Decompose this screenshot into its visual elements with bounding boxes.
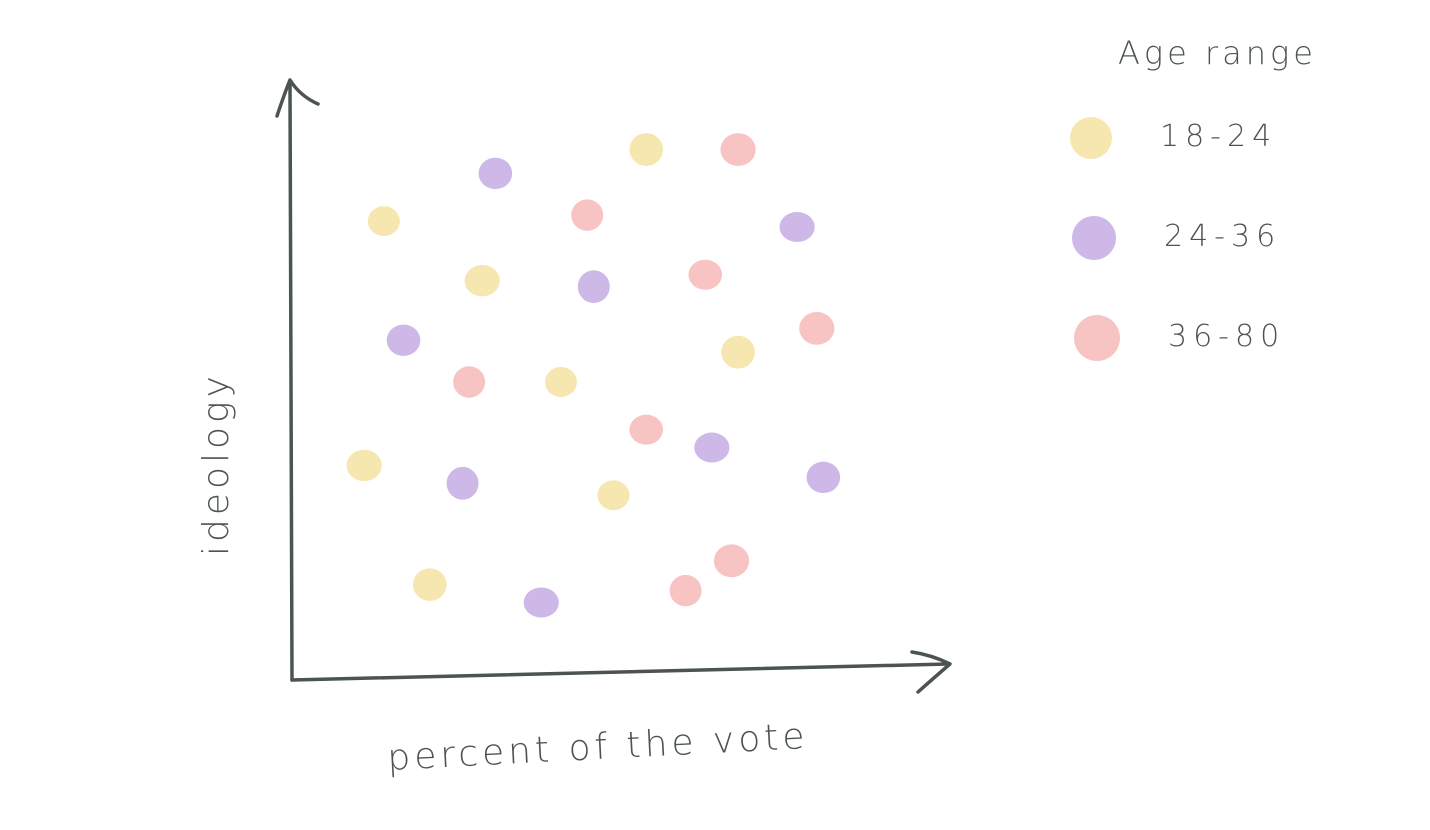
data-point xyxy=(597,480,630,511)
data-point xyxy=(412,568,447,602)
data-point xyxy=(721,335,755,369)
data-point xyxy=(478,157,513,190)
y-axis-arrowhead xyxy=(275,78,320,118)
legend-label: 36-80 xyxy=(1168,319,1285,354)
data-point xyxy=(779,212,815,243)
legend-label: 18-24 xyxy=(1160,119,1277,154)
series-36-80 xyxy=(453,133,835,607)
x-axis-title: percent of the vote xyxy=(386,716,809,779)
legend-item: 18-24 xyxy=(1070,117,1277,159)
legend-marker xyxy=(1074,315,1120,361)
axes xyxy=(275,78,952,694)
y-axis-line xyxy=(288,82,294,682)
x-axis-arrowhead xyxy=(910,650,952,694)
data-point xyxy=(571,199,604,231)
data-point xyxy=(386,324,421,356)
data-point xyxy=(629,133,664,166)
y-axis-title: ideology xyxy=(196,372,237,556)
legend-item: 24-36 xyxy=(1072,216,1281,260)
data-point xyxy=(629,414,664,445)
data-point xyxy=(446,466,479,500)
legend: Age range 18-24 24-36 36-80 xyxy=(1070,34,1317,361)
data-point xyxy=(453,366,486,398)
data-point xyxy=(720,133,756,166)
data-point xyxy=(694,432,730,463)
series-18-24 xyxy=(346,133,755,602)
data-point xyxy=(346,449,382,482)
data-point xyxy=(799,311,835,345)
legend-items: 18-24 24-36 36-80 xyxy=(1070,117,1285,361)
data-point xyxy=(544,367,577,397)
data-point xyxy=(577,270,610,304)
legend-title: Age range xyxy=(1118,34,1317,72)
x-axis-line xyxy=(290,662,950,682)
data-point xyxy=(367,206,400,237)
series-24-36 xyxy=(386,157,841,618)
legend-marker xyxy=(1070,117,1112,159)
data-point xyxy=(806,461,841,494)
data-point xyxy=(669,574,702,607)
legend-item: 36-80 xyxy=(1074,315,1285,361)
data-point xyxy=(688,259,723,290)
legend-label: 24-36 xyxy=(1164,219,1281,254)
legend-marker xyxy=(1072,216,1116,260)
data-point xyxy=(464,264,500,297)
data-point xyxy=(523,587,559,618)
data-points xyxy=(346,133,841,618)
data-point xyxy=(713,544,750,578)
